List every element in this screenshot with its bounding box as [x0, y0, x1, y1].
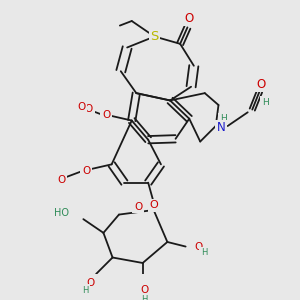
Text: O: O: [102, 110, 110, 120]
Text: O: O: [184, 12, 194, 25]
Text: O: O: [57, 175, 66, 185]
Text: O: O: [140, 285, 148, 296]
Text: O: O: [85, 104, 93, 114]
Text: O: O: [149, 200, 158, 211]
Text: O: O: [82, 166, 90, 176]
Text: H: H: [220, 114, 226, 123]
Text: N: N: [217, 121, 226, 134]
Text: H: H: [201, 248, 207, 257]
Text: O: O: [257, 77, 266, 91]
Text: O: O: [195, 242, 203, 251]
Text: H: H: [82, 286, 88, 295]
Text: S: S: [150, 30, 159, 43]
Text: O: O: [134, 202, 142, 212]
Text: O: O: [86, 278, 94, 288]
Text: O: O: [77, 102, 86, 112]
Text: HO: HO: [54, 208, 69, 218]
Text: H: H: [141, 295, 148, 300]
Text: H: H: [262, 98, 268, 107]
